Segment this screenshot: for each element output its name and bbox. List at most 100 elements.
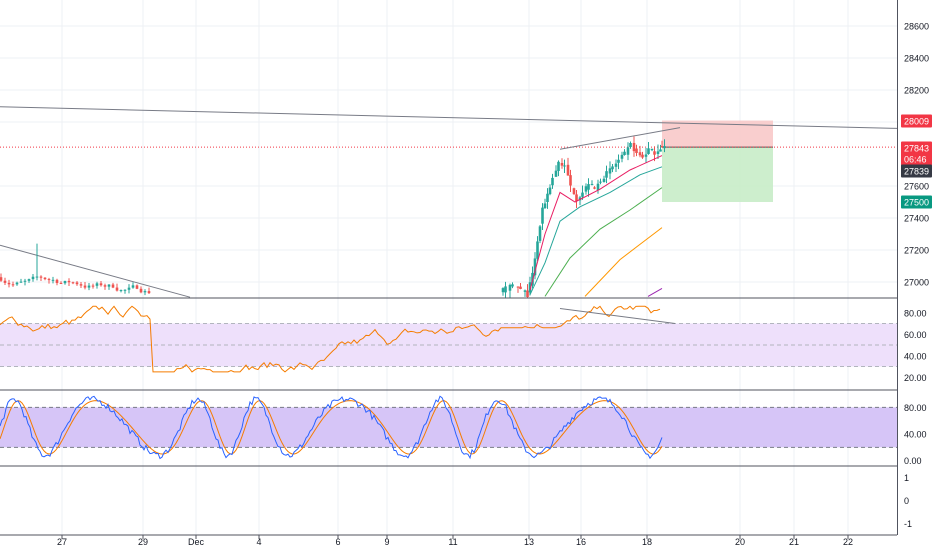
stoch-k-line[interactable]: [0, 395, 663, 460]
stochastic-panel[interactable]: [0, 395, 897, 460]
candle[interactable]: [578, 197, 582, 201]
price-tag[interactable]: 06:46: [901, 152, 932, 166]
candle[interactable]: [546, 193, 549, 203]
candle[interactable]: [566, 164, 570, 176]
candle[interactable]: [560, 163, 564, 166]
candle[interactable]: [511, 284, 514, 287]
candle[interactable]: [528, 282, 532, 293]
candle[interactable]: [107, 284, 111, 287]
candle[interactable]: [11, 284, 15, 286]
rsi-panel[interactable]: [0, 305, 897, 373]
candle[interactable]: [99, 283, 103, 286]
candle[interactable]: [3, 280, 7, 283]
candle[interactable]: [7, 282, 11, 285]
candle[interactable]: [538, 226, 542, 241]
candle[interactable]: [31, 276, 35, 280]
candle[interactable]: [596, 183, 600, 191]
candle[interactable]: [87, 285, 91, 288]
candle[interactable]: [75, 282, 79, 285]
candle[interactable]: [111, 284, 115, 288]
stoch-d-line[interactable]: [0, 400, 663, 455]
candle[interactable]: [548, 187, 552, 195]
candle[interactable]: [55, 279, 59, 283]
candle[interactable]: [15, 282, 19, 285]
candle[interactable]: [143, 291, 147, 293]
candle[interactable]: [563, 165, 566, 167]
candle[interactable]: [572, 188, 576, 195]
candle[interactable]: [635, 148, 638, 153]
trendline-left-descending[interactable]: [0, 244, 191, 298]
candle[interactable]: [51, 279, 55, 281]
price-panel[interactable]: [0, 106, 898, 298]
candle[interactable]: [653, 151, 656, 155]
candle[interactable]: [541, 207, 544, 224]
candle[interactable]: [47, 279, 51, 281]
candle[interactable]: [67, 280, 71, 283]
time-axis[interactable]: 27 29 Dec 4 6 9 11 13 16 18 20 21 22: [57, 535, 853, 547]
price-tag[interactable]: 27843: [901, 141, 932, 155]
candle[interactable]: [581, 192, 584, 197]
candle[interactable]: [650, 148, 654, 151]
candle[interactable]: [139, 288, 143, 293]
candle[interactable]: [575, 194, 578, 202]
candle[interactable]: [79, 284, 83, 286]
candle[interactable]: [83, 285, 87, 288]
candle[interactable]: [584, 186, 588, 192]
candle[interactable]: [569, 175, 572, 186]
trendline-wedge-top[interactable]: [559, 127, 681, 150]
candle[interactable]: [599, 181, 602, 183]
rsi-line[interactable]: [0, 305, 661, 373]
candle[interactable]: [659, 149, 662, 152]
trendline-resistance[interactable]: [0, 106, 898, 129]
candle[interactable]: [611, 166, 614, 170]
candle[interactable]: [647, 148, 650, 154]
candle[interactable]: [91, 285, 95, 287]
candle[interactable]: [629, 143, 632, 148]
candle[interactable]: [605, 171, 608, 178]
price-tag[interactable]: 27500: [901, 195, 932, 209]
candle[interactable]: [543, 203, 547, 208]
candle[interactable]: [554, 170, 558, 177]
candle[interactable]: [614, 163, 618, 167]
candle[interactable]: [63, 280, 67, 284]
candle[interactable]: [656, 151, 660, 154]
candle[interactable]: [39, 276, 43, 278]
candle[interactable]: [523, 290, 527, 292]
candle[interactable]: [119, 290, 123, 292]
price-axis[interactable]: 2700027200274002760028000282002840028600…: [901, 22, 932, 530]
candle[interactable]: [19, 281, 23, 283]
candle[interactable]: [103, 285, 107, 287]
candle[interactable]: [632, 142, 636, 152]
candle[interactable]: [663, 146, 666, 149]
candle[interactable]: [526, 290, 529, 298]
candle[interactable]: [123, 289, 127, 291]
price-tag[interactable]: 28009: [901, 114, 932, 128]
rsi-divergence-line[interactable]: [559, 307, 676, 324]
candle[interactable]: [602, 178, 606, 182]
candle[interactable]: [127, 287, 131, 290]
candle[interactable]: [620, 154, 624, 159]
candle[interactable]: [43, 277, 47, 280]
candle[interactable]: [0, 277, 3, 281]
candle[interactable]: [115, 287, 119, 291]
candle[interactable]: [617, 159, 620, 163]
candle[interactable]: [71, 282, 75, 284]
candle[interactable]: [147, 291, 151, 294]
candle[interactable]: [508, 284, 512, 291]
candle[interactable]: [27, 279, 31, 281]
candle[interactable]: [608, 168, 612, 174]
candle[interactable]: [23, 280, 27, 282]
candle[interactable]: [626, 147, 630, 155]
candle[interactable]: [587, 184, 590, 190]
candle[interactable]: [501, 288, 505, 293]
candle[interactable]: [504, 286, 507, 293]
candle[interactable]: [593, 187, 596, 189]
candle[interactable]: [533, 258, 537, 276]
take-profit-zone[interactable]: [662, 147, 773, 202]
candle[interactable]: [644, 154, 648, 157]
candle[interactable]: [638, 152, 642, 156]
candle[interactable]: [536, 241, 539, 259]
candle[interactable]: [59, 282, 63, 284]
